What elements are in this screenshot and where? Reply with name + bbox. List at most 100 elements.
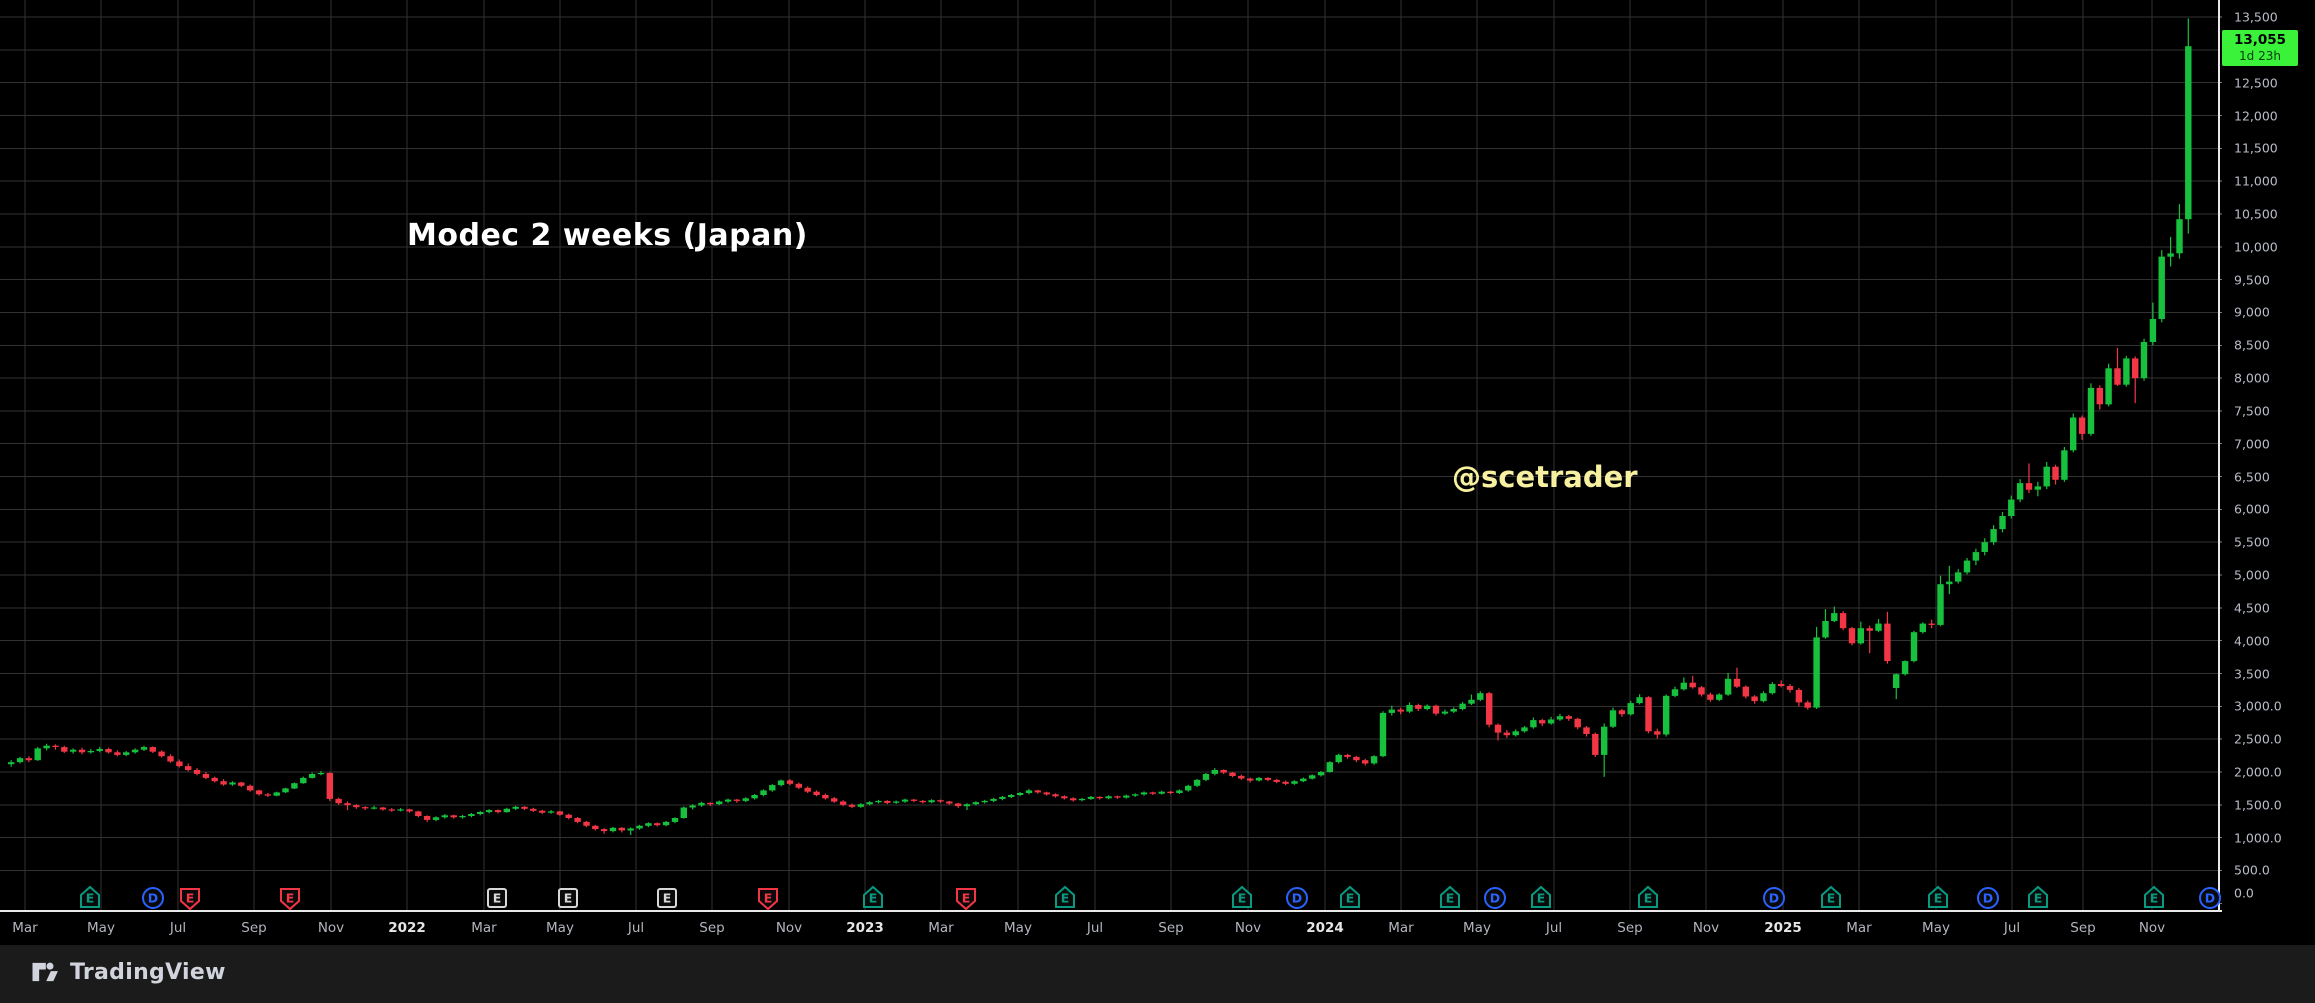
- time-tick-year-label: 2025: [1764, 920, 1802, 936]
- svg-text:E: E: [286, 891, 295, 906]
- time-tick-month-label: Mar: [12, 920, 38, 936]
- event-marker-earnings[interactable]: [1340, 885, 1360, 908]
- price-tick-label: 9,000: [2234, 304, 2270, 320]
- event-marker-dividend[interactable]: [1977, 887, 1999, 909]
- event-marker-dividend[interactable]: [142, 887, 164, 909]
- event-marker-dividend[interactable]: [1763, 887, 1785, 909]
- time-tick-month-label: Sep: [2070, 920, 2096, 936]
- event-marker-earnings[interactable]: [1055, 885, 1075, 908]
- event-marker-earnings[interactable]: [1821, 885, 1841, 908]
- svg-text:E: E: [869, 891, 878, 906]
- event-marker-earnings[interactable]: [487, 888, 507, 908]
- svg-text:E: E: [1061, 891, 1070, 906]
- event-marker-earnings[interactable]: [280, 888, 300, 911]
- time-tick-month-label: Nov: [317, 920, 345, 936]
- time-tick-month-label: Sep: [699, 920, 725, 936]
- price-tick-label: 6,000: [2234, 501, 2270, 517]
- price-tick-label: 2,000.0: [2234, 764, 2282, 780]
- event-marker-dividend[interactable]: [2199, 887, 2221, 909]
- author-watermark: @scetrader: [1452, 460, 1638, 494]
- svg-text:D: D: [1490, 891, 1500, 906]
- time-tick-month-label: Nov: [1234, 920, 1262, 936]
- event-marker-earnings[interactable]: [80, 885, 100, 908]
- price-tick-label: 500.0: [2234, 862, 2270, 878]
- svg-text:E: E: [2034, 891, 2043, 906]
- price-tick-label: 7,000: [2234, 436, 2270, 452]
- price-axis[interactable]: 13,500 12,500 12,000 11,500 11,000 10,500 10,0…: [2222, 0, 2315, 940]
- svg-text:D: D: [1292, 891, 1302, 906]
- time-tick-month-label: May: [87, 920, 115, 936]
- tradingview-logo-link[interactable]: TradingView: [30, 957, 226, 987]
- event-marker-dividend[interactable]: [1286, 887, 1308, 909]
- price-axis-border-line: [2218, 0, 2220, 941]
- event-marker-earnings[interactable]: [1638, 885, 1658, 908]
- time-axis[interactable]: Mar May Jul Sep Nov 2022 Mar May Jul Sep Nov 2023 Ma…: [0, 912, 2315, 945]
- event-marker-earnings[interactable]: [657, 888, 677, 908]
- last-price-value: 13,055: [2233, 32, 2287, 48]
- svg-text:E: E: [1537, 891, 1546, 906]
- event-marker-earnings[interactable]: [1928, 885, 1948, 908]
- price-tick-label: 10,500: [2234, 206, 2278, 222]
- time-axis-border-line: [0, 910, 2315, 912]
- time-tick-month-label: Nov: [2138, 920, 2166, 936]
- time-tick-month-label: Jul: [2003, 920, 2021, 936]
- last-price-label: 13,055 1d 23h: [2222, 30, 2298, 66]
- time-tick-month-label: Sep: [241, 920, 267, 936]
- svg-text:D: D: [1769, 891, 1779, 906]
- svg-text:E: E: [764, 891, 773, 906]
- price-tick-label: 11,500: [2234, 140, 2278, 156]
- svg-text:E: E: [1446, 891, 1455, 906]
- price-tick-label: 2,500.0: [2234, 731, 2282, 747]
- event-marker-earnings[interactable]: [558, 888, 578, 908]
- time-tick-month-label: Jul: [1545, 920, 1563, 936]
- footer-bar: TradingView: [0, 945, 2315, 1003]
- price-tick-label: 8,000: [2234, 370, 2270, 386]
- event-marker-earnings[interactable]: [180, 888, 200, 911]
- price-tick-label: 4,000: [2234, 633, 2270, 649]
- event-marker-dividend[interactable]: [1484, 887, 1506, 909]
- time-tick-year-label: 2022: [388, 920, 426, 936]
- event-marker-earnings[interactable]: [956, 888, 976, 911]
- price-tick-label: 10,000: [2234, 239, 2278, 255]
- event-marker-earnings[interactable]: [2144, 885, 2164, 908]
- time-tick-month-label: Sep: [1158, 920, 1184, 936]
- svg-text:E: E: [86, 891, 95, 906]
- svg-text:E: E: [564, 891, 573, 906]
- time-tick-month-label: Jul: [627, 920, 645, 936]
- time-tick-year-label: 2023: [846, 920, 884, 936]
- svg-text:E: E: [1346, 891, 1355, 906]
- time-tick-month-label: Jul: [1086, 920, 1104, 936]
- svg-text:E: E: [493, 891, 502, 906]
- svg-text:D: D: [148, 891, 158, 906]
- time-tick-month-label: May: [1463, 920, 1491, 936]
- time-tick-month-label: Mar: [928, 920, 954, 936]
- price-tick-label: 11,000: [2234, 173, 2278, 189]
- price-tick-label: 8,500: [2234, 337, 2270, 353]
- time-tick-month-label: May: [546, 920, 574, 936]
- price-tick-label: 12,500: [2234, 75, 2278, 91]
- price-tick-label: 9,500: [2234, 272, 2270, 288]
- svg-text:E: E: [663, 891, 672, 906]
- time-tick-month-label: Mar: [1388, 920, 1414, 936]
- candlestick-chart-canvas[interactable]: [0, 0, 2315, 941]
- time-tick-month-label: Mar: [1846, 920, 1872, 936]
- svg-text:D: D: [2205, 891, 2215, 906]
- event-marker-earnings[interactable]: [863, 885, 883, 908]
- time-tick-month-label: Sep: [1617, 920, 1643, 936]
- time-tick-month-label: Nov: [775, 920, 803, 936]
- event-marker-earnings[interactable]: [1531, 885, 1551, 908]
- price-tick-label: 1,000.0: [2234, 830, 2282, 846]
- event-marker-earnings[interactable]: [1440, 885, 1460, 908]
- event-marker-earnings[interactable]: [2028, 885, 2048, 908]
- price-tick-label: 4,500: [2234, 600, 2270, 616]
- price-tick-label: 12,000: [2234, 108, 2278, 123]
- tradingview-brand-text: TradingView: [70, 959, 226, 985]
- event-marker-earnings[interactable]: [1232, 885, 1252, 908]
- time-tick-month-label: Jul: [169, 920, 187, 936]
- svg-text:E: E: [1827, 891, 1836, 906]
- event-marker-earnings[interactable]: [758, 888, 778, 911]
- svg-text:D: D: [1983, 891, 1993, 906]
- tradingview-logo-icon: [32, 962, 58, 982]
